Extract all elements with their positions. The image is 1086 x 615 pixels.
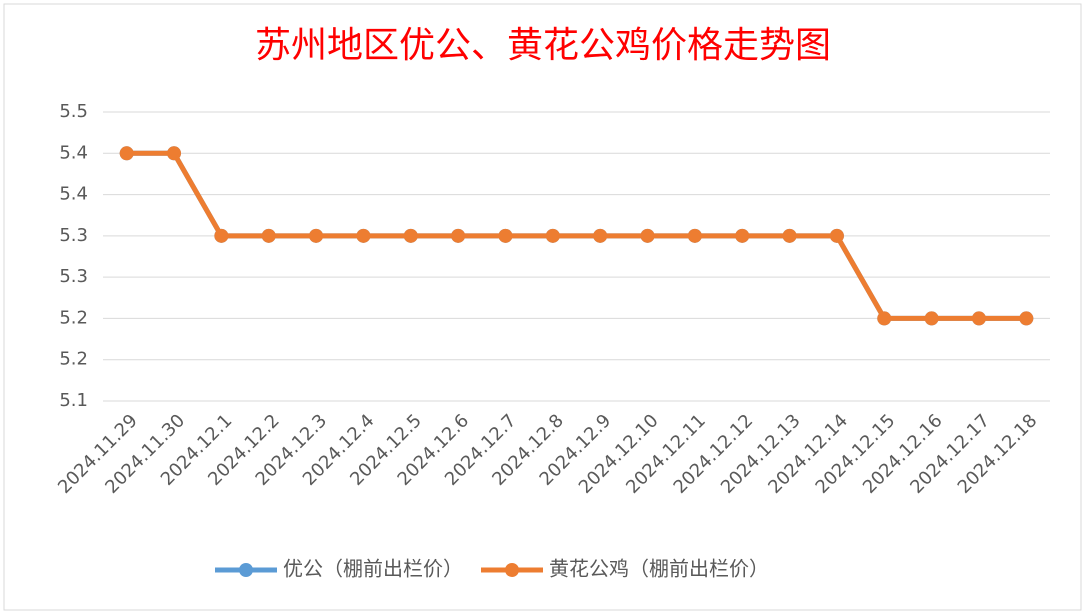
data-point [119, 146, 134, 161]
data-point [735, 228, 750, 243]
data-point [971, 311, 986, 326]
data-point [498, 228, 513, 243]
data-point [167, 146, 182, 161]
data-point [214, 228, 229, 243]
data-point [687, 228, 702, 243]
series-line [126, 150, 1027, 321]
y-tick-label: 5.4 [59, 142, 88, 163]
data-point [782, 228, 797, 243]
data-point [545, 228, 560, 243]
data-point [640, 228, 655, 243]
y-tick-label: 5.3 [59, 266, 88, 287]
data-point [829, 228, 844, 243]
legend-label: 黄花公鸡（棚前出栏价） [549, 557, 769, 581]
legend-marker [505, 563, 519, 577]
data-point [309, 228, 324, 243]
data-point [403, 228, 418, 243]
data-point [1019, 311, 1034, 326]
data-point [877, 311, 892, 326]
chart-title: 苏州地区优公、黄花公鸡价格走势图 [255, 25, 831, 66]
data-point [451, 228, 466, 243]
legend-label: 优公（棚前出栏价） [283, 557, 463, 581]
data-point [924, 311, 939, 326]
y-tick-label: 5.2 [59, 307, 88, 328]
y-tick-label: 5.5 [59, 101, 88, 122]
data-point [356, 228, 371, 243]
y-tick-label: 5.3 [59, 225, 88, 246]
data-point [261, 228, 276, 243]
y-tick-label: 5.2 [59, 349, 88, 370]
data-point [593, 228, 608, 243]
legend-marker [239, 563, 253, 577]
chart-border [3, 3, 1082, 611]
y-tick-label: 5.4 [59, 184, 88, 205]
y-tick-label: 5.1 [59, 390, 88, 411]
